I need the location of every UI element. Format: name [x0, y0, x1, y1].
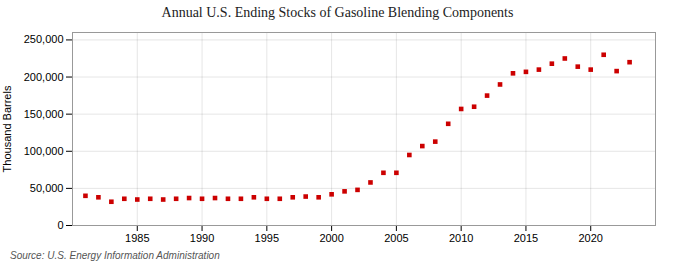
- svg-text:50,000: 50,000: [30, 182, 64, 194]
- html-text:Source: U.S. Energy Informatio: Source: U.S. Energy Information Administ…: [10, 250, 220, 261]
- svg-text:2010: 2010: [449, 232, 473, 244]
- svg-text:1990: 1990: [190, 232, 214, 244]
- svg-text:1985: 1985: [125, 232, 149, 244]
- svg-text:100,000: 100,000: [24, 145, 64, 157]
- svg-text:200,000: 200,000: [24, 71, 64, 83]
- svg-text:2015: 2015: [514, 232, 538, 244]
- svg-text:2005: 2005: [384, 232, 408, 244]
- svg-text:2000: 2000: [319, 232, 343, 244]
- svg-text:1995: 1995: [255, 232, 279, 244]
- svg-text:150,000: 150,000: [24, 108, 64, 120]
- svg-text:Thousand Barrels: Thousand Barrels: [1, 85, 13, 172]
- svg-text:2020: 2020: [578, 232, 602, 244]
- svg-text:250,000: 250,000: [24, 33, 64, 45]
- html-text:Annual U.S. Ending Stocks of G: Annual U.S. Ending Stocks of Gasoline Bl…: [161, 5, 514, 20]
- svg-text:0: 0: [57, 219, 63, 231]
